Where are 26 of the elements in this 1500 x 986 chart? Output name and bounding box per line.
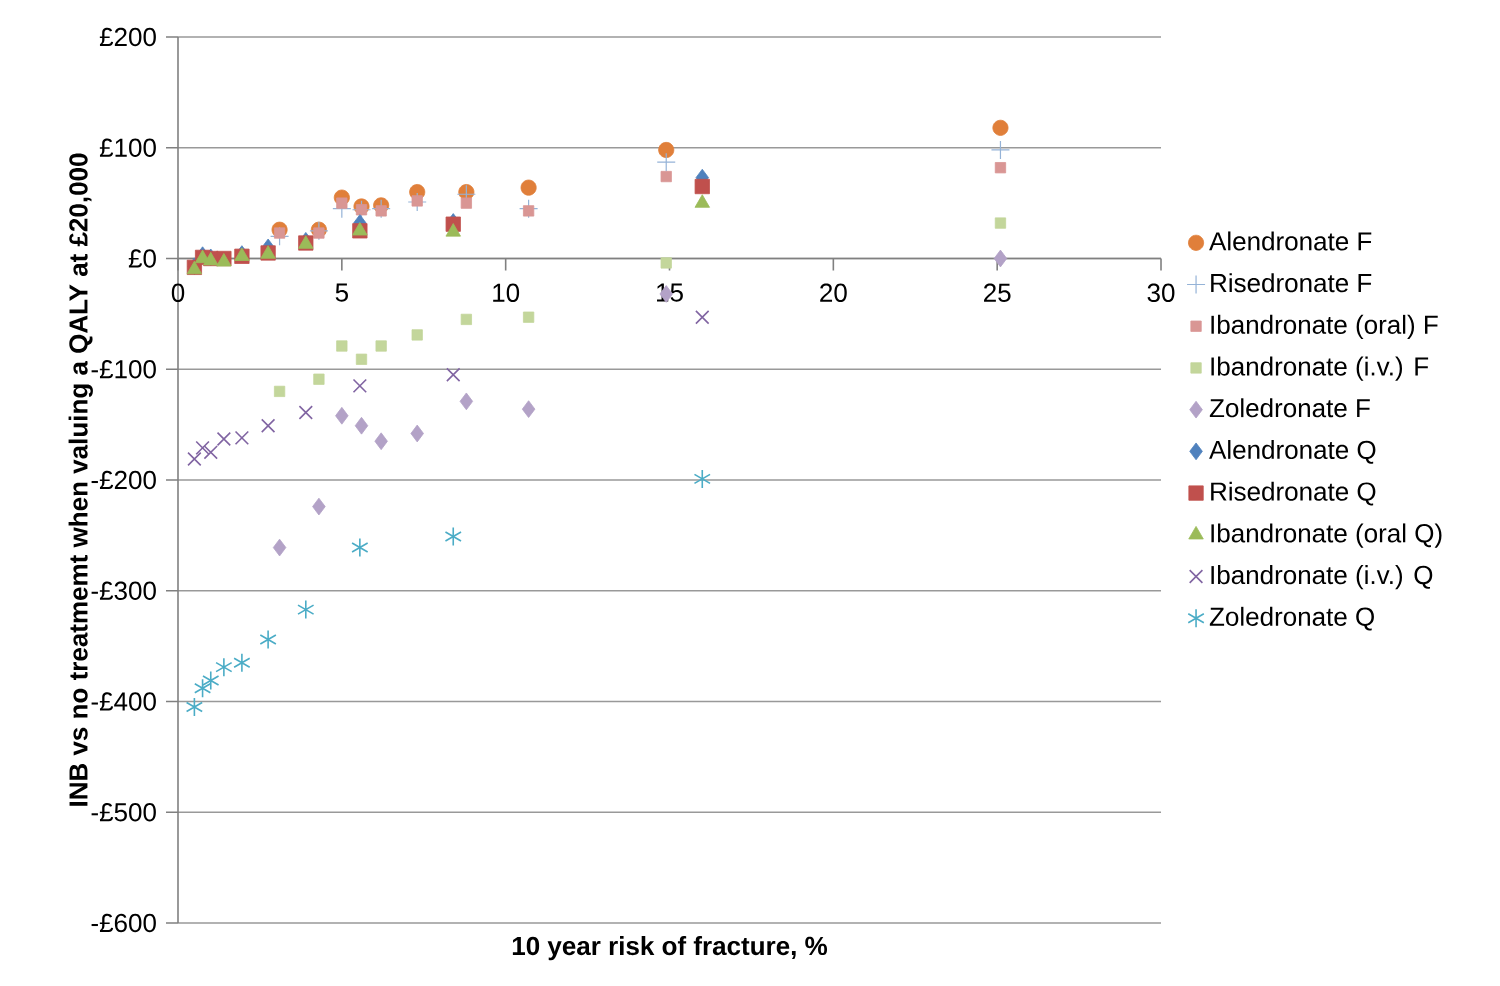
y-tick-label: -£600 xyxy=(91,913,156,933)
legend-label: Ibandronate (i.v.) Q xyxy=(1211,565,1433,590)
legend-label: Zoledronate F xyxy=(1209,398,1370,418)
x-tick-label: 25 xyxy=(984,283,1011,302)
legend-label: Ibandronate (oral Q) xyxy=(1211,523,1442,548)
y-tick-label: £200 xyxy=(99,27,156,47)
y-tick-label: -£200 xyxy=(91,470,156,490)
x-tick-label: 30 xyxy=(1147,283,1175,302)
legend-label: Risedronate F xyxy=(1211,273,1372,293)
x-axis-title: 10 year risk of fracture, % xyxy=(512,936,828,961)
x-tick-label: 20 xyxy=(820,283,847,302)
y-tick-label: -£100 xyxy=(91,360,156,379)
x-tick-label: 5 xyxy=(335,283,348,302)
x-tick-label: 10 xyxy=(493,283,520,302)
y-tick-label: -£500 xyxy=(91,803,156,822)
y-tick-label: -£300 xyxy=(91,581,156,600)
legend-label: Ibandronate (oral) F xyxy=(1211,314,1438,340)
legend-label: Alendronate Q xyxy=(1209,439,1376,464)
legend-label: Alendronate F xyxy=(1209,231,1372,251)
x-tick-label: 0 xyxy=(171,283,185,302)
y-tick-label: £0 xyxy=(128,249,156,268)
y-tick-label: £100 xyxy=(99,138,156,157)
legend-label: Risedronate Q xyxy=(1211,481,1376,506)
y-tick-label: -£400 xyxy=(91,692,156,711)
legend-label: Zoledronate Q xyxy=(1209,606,1374,631)
legend-label: Ibandronate (i.v.) F xyxy=(1211,356,1429,381)
